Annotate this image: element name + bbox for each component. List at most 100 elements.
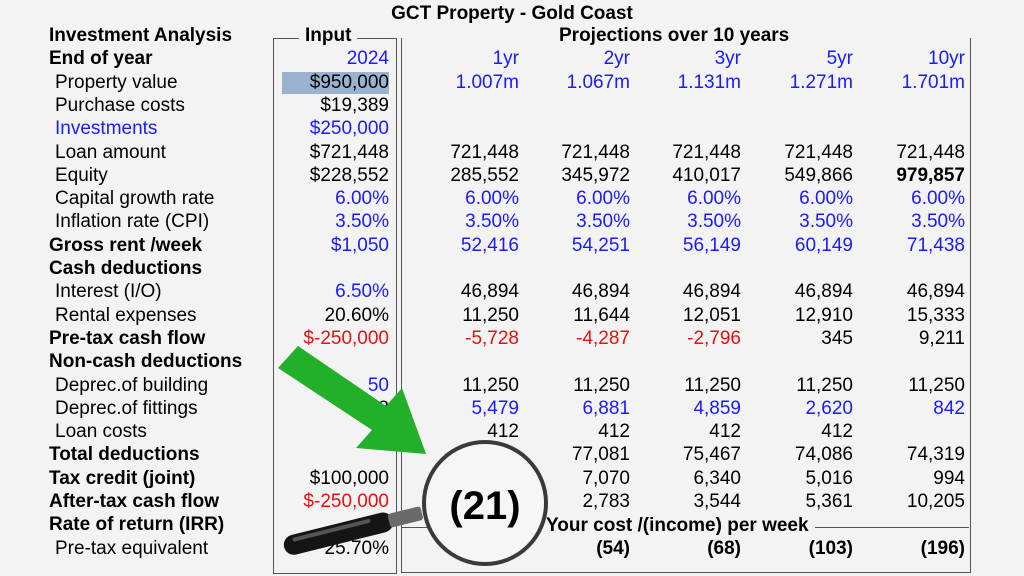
magnified-value: (21)	[449, 484, 521, 528]
input-cell[interactable]: 2024	[346, 48, 389, 69]
projection-cell: 6.00%	[911, 188, 965, 209]
projection-cell: 3.50%	[799, 211, 853, 232]
projection-cell: 549,866	[784, 165, 853, 186]
projection-cell: 4,859	[693, 398, 741, 419]
projection-cell: 2,620	[805, 398, 853, 419]
projection-cell: 6.00%	[576, 188, 630, 209]
projection-cell: 1.007m	[455, 72, 519, 93]
row-label: Cash deductions	[49, 258, 203, 279]
input-cell[interactable]: 3.50%	[335, 211, 389, 232]
magnifier-lens: (21)	[422, 440, 548, 566]
projection-cell: 345	[821, 328, 853, 349]
projection-cell: 412	[487, 421, 519, 442]
input-cell[interactable]: 6.50%	[335, 281, 389, 302]
input-cell[interactable]: $721,448	[309, 142, 389, 163]
projection-cell: 11,250	[462, 375, 519, 396]
projection-cell: 345,972	[561, 165, 630, 186]
projection-cell: 11,250	[462, 305, 519, 326]
input-cell[interactable]: 6.00%	[335, 188, 389, 209]
projection-cell: 46,894	[460, 281, 519, 302]
projection-cell: 6.00%	[687, 188, 741, 209]
projection-cell: -2,796	[687, 328, 741, 349]
projection-cell: 2,783	[582, 491, 630, 512]
projection-cell: -4,287	[576, 328, 630, 349]
projection-cell: 3yr	[714, 48, 741, 69]
projection-cell: 412	[598, 421, 630, 442]
projection-cell: 11,250	[684, 375, 741, 396]
row-label: Investment Analysis	[49, 25, 233, 46]
projection-cell: (196)	[920, 538, 965, 559]
projection-cell: 721,448	[672, 142, 741, 163]
projection-cell: 12,910	[794, 305, 853, 326]
projection-cell: 46,894	[794, 281, 853, 302]
projection-cell: 5,016	[805, 468, 853, 489]
row-label: Total deductions	[49, 444, 200, 465]
row-label: Inflation rate (CPI)	[55, 211, 210, 232]
projection-cell: 979,857	[896, 165, 965, 186]
row-label: Equity	[55, 165, 108, 186]
projection-cell: (103)	[808, 538, 853, 559]
projection-cell: 412	[709, 421, 741, 442]
projection-cell: 60,149	[794, 235, 853, 256]
row-label: Pre-tax equivalent	[55, 538, 209, 559]
projection-cell: 285,552	[450, 165, 519, 186]
projection-cell: 3,544	[693, 491, 741, 512]
projection-cell: 3.50%	[465, 211, 519, 232]
projection-cell: 6.00%	[465, 188, 519, 209]
projection-cell: 46,894	[571, 281, 630, 302]
projection-cell: 15,333	[906, 305, 965, 326]
row-label: Gross rent /week	[49, 235, 203, 256]
projection-cell: 9,211	[918, 328, 965, 349]
projection-cell: 1.131m	[677, 72, 741, 93]
input-header: Input	[299, 25, 358, 47]
projection-cell: (54)	[596, 538, 630, 559]
projection-cell: (68)	[707, 538, 741, 559]
row-label: Investments	[55, 118, 158, 139]
projection-cell: 75,467	[682, 444, 741, 465]
cost-per-week-label: Your cost /(income) per week	[540, 515, 815, 537]
projection-cell: 5yr	[826, 48, 853, 69]
projection-cell: 410,017	[672, 165, 741, 186]
input-cell[interactable]: $250,000	[309, 118, 389, 139]
projection-cell: 721,448	[784, 142, 853, 163]
projection-cell: 11,250	[796, 375, 853, 396]
projection-cell: 10yr	[928, 48, 965, 69]
projection-cell: 721,448	[450, 142, 519, 163]
input-cell[interactable]: $228,552	[309, 165, 389, 186]
projection-cell: 412	[821, 421, 853, 442]
row-label: Rental expenses	[55, 305, 197, 326]
projection-cell: 6,881	[582, 398, 630, 419]
row-label: Non-cash deductions	[49, 351, 243, 372]
projection-cell: 11,644	[573, 305, 630, 326]
projection-cell: 46,894	[906, 281, 965, 302]
row-label: Tax credit (joint)	[49, 468, 196, 489]
projection-cell: 74,086	[794, 444, 853, 465]
row-label: Interest (I/O)	[55, 281, 162, 302]
projection-cell: 842	[933, 398, 965, 419]
projection-cell: 1.067m	[566, 72, 630, 93]
input-cell[interactable]: $950,000	[281, 72, 389, 94]
row-label: After-tax cash flow	[49, 491, 219, 512]
projection-cell: 994	[933, 468, 965, 489]
row-label: Purchase costs	[55, 95, 185, 116]
row-label: Deprec.of building	[55, 375, 209, 396]
projection-cell: 7,070	[582, 468, 630, 489]
input-cell[interactable]: 50	[367, 375, 389, 396]
input-cell[interactable]: $19,389	[320, 95, 389, 116]
input-cell[interactable]: $-250,000	[303, 491, 389, 512]
page-title: GCT Property - Gold Coast	[391, 3, 633, 24]
input-cell[interactable]: $-250,000	[303, 328, 389, 349]
projection-cell: 74,319	[906, 444, 965, 465]
row-label: Rate of return (IRR)	[49, 514, 225, 535]
projection-cell: -5,728	[465, 328, 519, 349]
input-cell[interactable]: $100,000	[309, 468, 389, 489]
projection-cell: 71,438	[906, 235, 965, 256]
projection-cell: 52,416	[460, 235, 519, 256]
input-cell[interactable]: $1,050	[330, 235, 389, 256]
projection-header: Projections over 10 years	[553, 25, 796, 47]
row-label: Capital growth rate	[55, 188, 215, 209]
row-label: End of year	[49, 48, 153, 69]
input-cell[interactable]: 20.60%	[324, 305, 389, 326]
projection-cell: 6,340	[693, 468, 741, 489]
projection-cell: 10,205	[906, 491, 965, 512]
